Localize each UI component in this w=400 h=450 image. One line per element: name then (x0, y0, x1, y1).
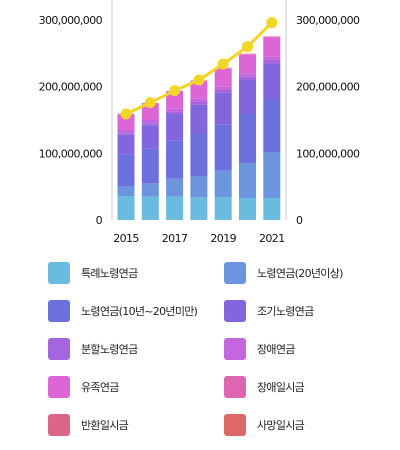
bar-segment (239, 54, 256, 55)
bar-segment (239, 114, 256, 163)
bar-segment (166, 109, 183, 112)
bar-segment (263, 198, 280, 220)
y-tick-label-left: 100,000,000 (39, 147, 103, 160)
bar-segment (142, 125, 159, 148)
y-tick-label-right: 0 (296, 214, 303, 227)
bar-segment (263, 57, 280, 60)
legend-swatch (224, 300, 246, 322)
y-tick-label-left: 200,000,000 (39, 81, 103, 94)
bar-segment (239, 77, 256, 80)
legend-swatch (224, 338, 246, 360)
bar-segment (166, 197, 183, 220)
x-tick-label: 2015 (113, 232, 139, 245)
x-tick-label: 2017 (162, 232, 188, 245)
legend-swatch (48, 414, 70, 436)
bars (118, 36, 281, 220)
y-tick-label-right: 100,000,000 (296, 147, 360, 160)
bar-segment (263, 100, 280, 153)
legend-item: 유족연금 (48, 377, 119, 397)
bar-segment (263, 64, 280, 100)
legend-item: 노령연금(20년이상) (224, 263, 343, 283)
bar-segment (118, 135, 135, 155)
bar-segment (190, 105, 207, 134)
legend-label: 분할노령연금 (81, 341, 138, 357)
bar-segment (118, 186, 135, 196)
legend-label: 노령연금(10년~20년미만) (81, 303, 197, 319)
legend-item: 노령연금(10년~20년미만) (48, 301, 197, 321)
bar-segment (142, 149, 159, 184)
bar-segment (215, 87, 232, 90)
legend-item: 분할노령연금 (48, 339, 138, 359)
legend-label: 장애일시금 (257, 379, 304, 395)
bar-segment (263, 37, 280, 38)
legend-swatch (48, 262, 70, 284)
bar-segment (118, 133, 135, 134)
legend-label: 특례노령연금 (81, 265, 138, 281)
legend-label: 반환일시금 (81, 417, 128, 433)
stacked-bar-chart: 0 0 100,000,000 100,000,000 200,000,000 200,0… (0, 0, 400, 250)
bar-segment (142, 123, 159, 125)
bar-segment (239, 73, 256, 76)
legend-swatch (48, 338, 70, 360)
x-tick-label: 2019 (210, 232, 236, 245)
x-tick-label: 2021 (259, 232, 285, 245)
legend-label: 노령연금(20년이상) (257, 265, 343, 281)
total-line-point (145, 97, 156, 108)
bar-segment (215, 90, 232, 93)
bar-segment (166, 179, 183, 197)
bar-segment (190, 102, 207, 105)
y-tick-label-right: 300,000,000 (296, 14, 360, 27)
legend-item: 사망일시금 (224, 415, 304, 435)
legend-swatch (224, 376, 246, 398)
bar-segment (190, 134, 207, 176)
bar-segment (215, 69, 232, 87)
bar-segment (118, 196, 135, 220)
legend-swatch (48, 376, 70, 398)
y-tick-label-left: 0 (96, 214, 103, 227)
legend-item: 반환일시금 (48, 415, 128, 435)
bar-segment (215, 197, 232, 220)
bar-segment (239, 80, 256, 114)
legend-swatch (224, 262, 246, 284)
bar-segment (263, 60, 280, 64)
bar-segment (190, 176, 207, 197)
bar-segment (142, 183, 159, 196)
y-tick-label-right: 200,000,000 (296, 81, 360, 94)
legend-item: 장애연금 (224, 339, 295, 359)
legend-item: 장애일시금 (224, 377, 304, 397)
bar-segment (239, 55, 256, 74)
bar-segment (118, 155, 135, 186)
bar-segment (142, 120, 159, 123)
bar-segment (215, 171, 232, 198)
legend-item: 특례노령연금 (48, 263, 138, 283)
bar-segment (239, 163, 256, 198)
legend-swatch (224, 414, 246, 436)
bar-segment (166, 141, 183, 179)
bar-segment (142, 197, 159, 220)
total-line-point (121, 109, 132, 120)
legend-label: 장애연금 (257, 341, 295, 357)
legend-label: 사망일시금 (257, 417, 304, 433)
bar-segment (190, 99, 207, 102)
bar-segment (190, 197, 207, 220)
total-line-point (266, 17, 277, 28)
total-line-point (218, 59, 229, 70)
total-line-point (242, 41, 253, 52)
bar-segment (166, 112, 183, 114)
bar-segment (263, 153, 280, 198)
total-line-point (193, 75, 204, 86)
legend-swatch (48, 300, 70, 322)
bar-segment (166, 114, 183, 141)
y-tick-label-left: 300,000,000 (39, 14, 103, 27)
bar-segment (215, 125, 232, 171)
bar-segment (215, 93, 232, 125)
bar-segment (239, 198, 256, 220)
total-line-point (169, 85, 180, 96)
legend-label: 유족연금 (81, 379, 119, 395)
legend-label: 조기노령연금 (257, 303, 314, 319)
bar-segment (263, 37, 280, 56)
bar-segment (118, 130, 135, 133)
legend-item: 조기노령연금 (224, 301, 314, 321)
